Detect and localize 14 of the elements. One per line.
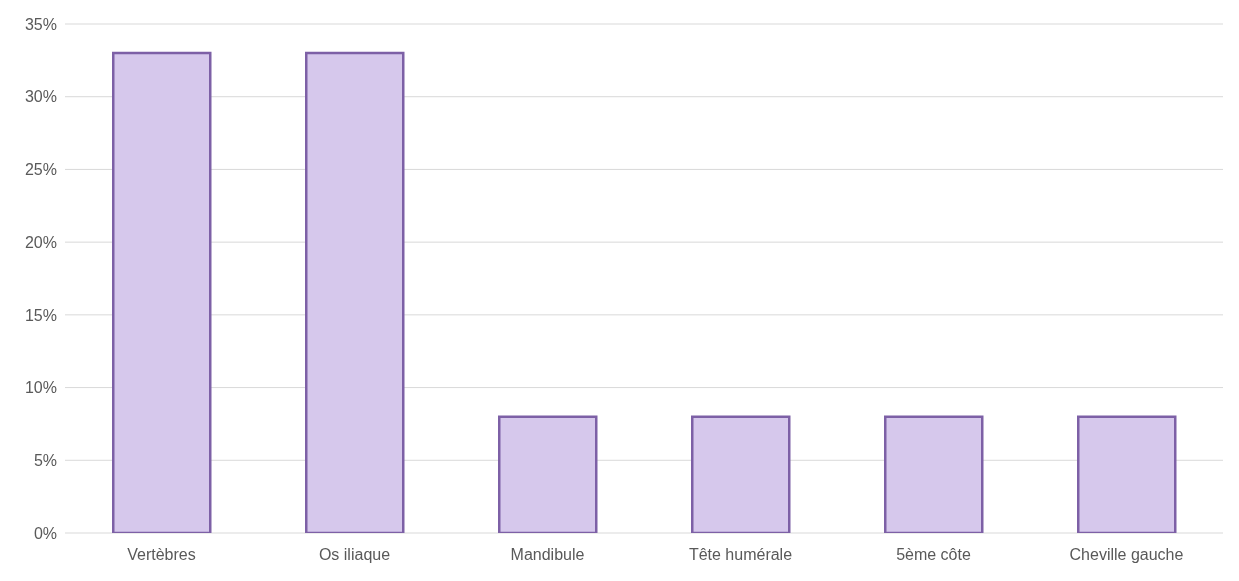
x-tick-label: Tête humérale [688, 546, 793, 564]
x-tick-label: 5ème côte [896, 546, 971, 564]
y-tick-label: 15% [24, 306, 57, 324]
y-tick-label: 0% [33, 524, 57, 542]
y-tick-label: 30% [24, 88, 57, 106]
y-tick-label: 10% [24, 379, 57, 397]
y-tick-label: 20% [24, 233, 57, 251]
x-tick-label: Cheville gauche [1069, 546, 1184, 564]
x-tick-label: Mandibule [510, 546, 585, 564]
y-tick-label: 5% [33, 451, 57, 469]
x-tick-label: Vertèbres [127, 546, 196, 564]
x-tick-label: Os iliaque [318, 546, 391, 564]
y-tick-label: 35% [24, 15, 57, 33]
y-tick-label: 25% [24, 161, 57, 179]
